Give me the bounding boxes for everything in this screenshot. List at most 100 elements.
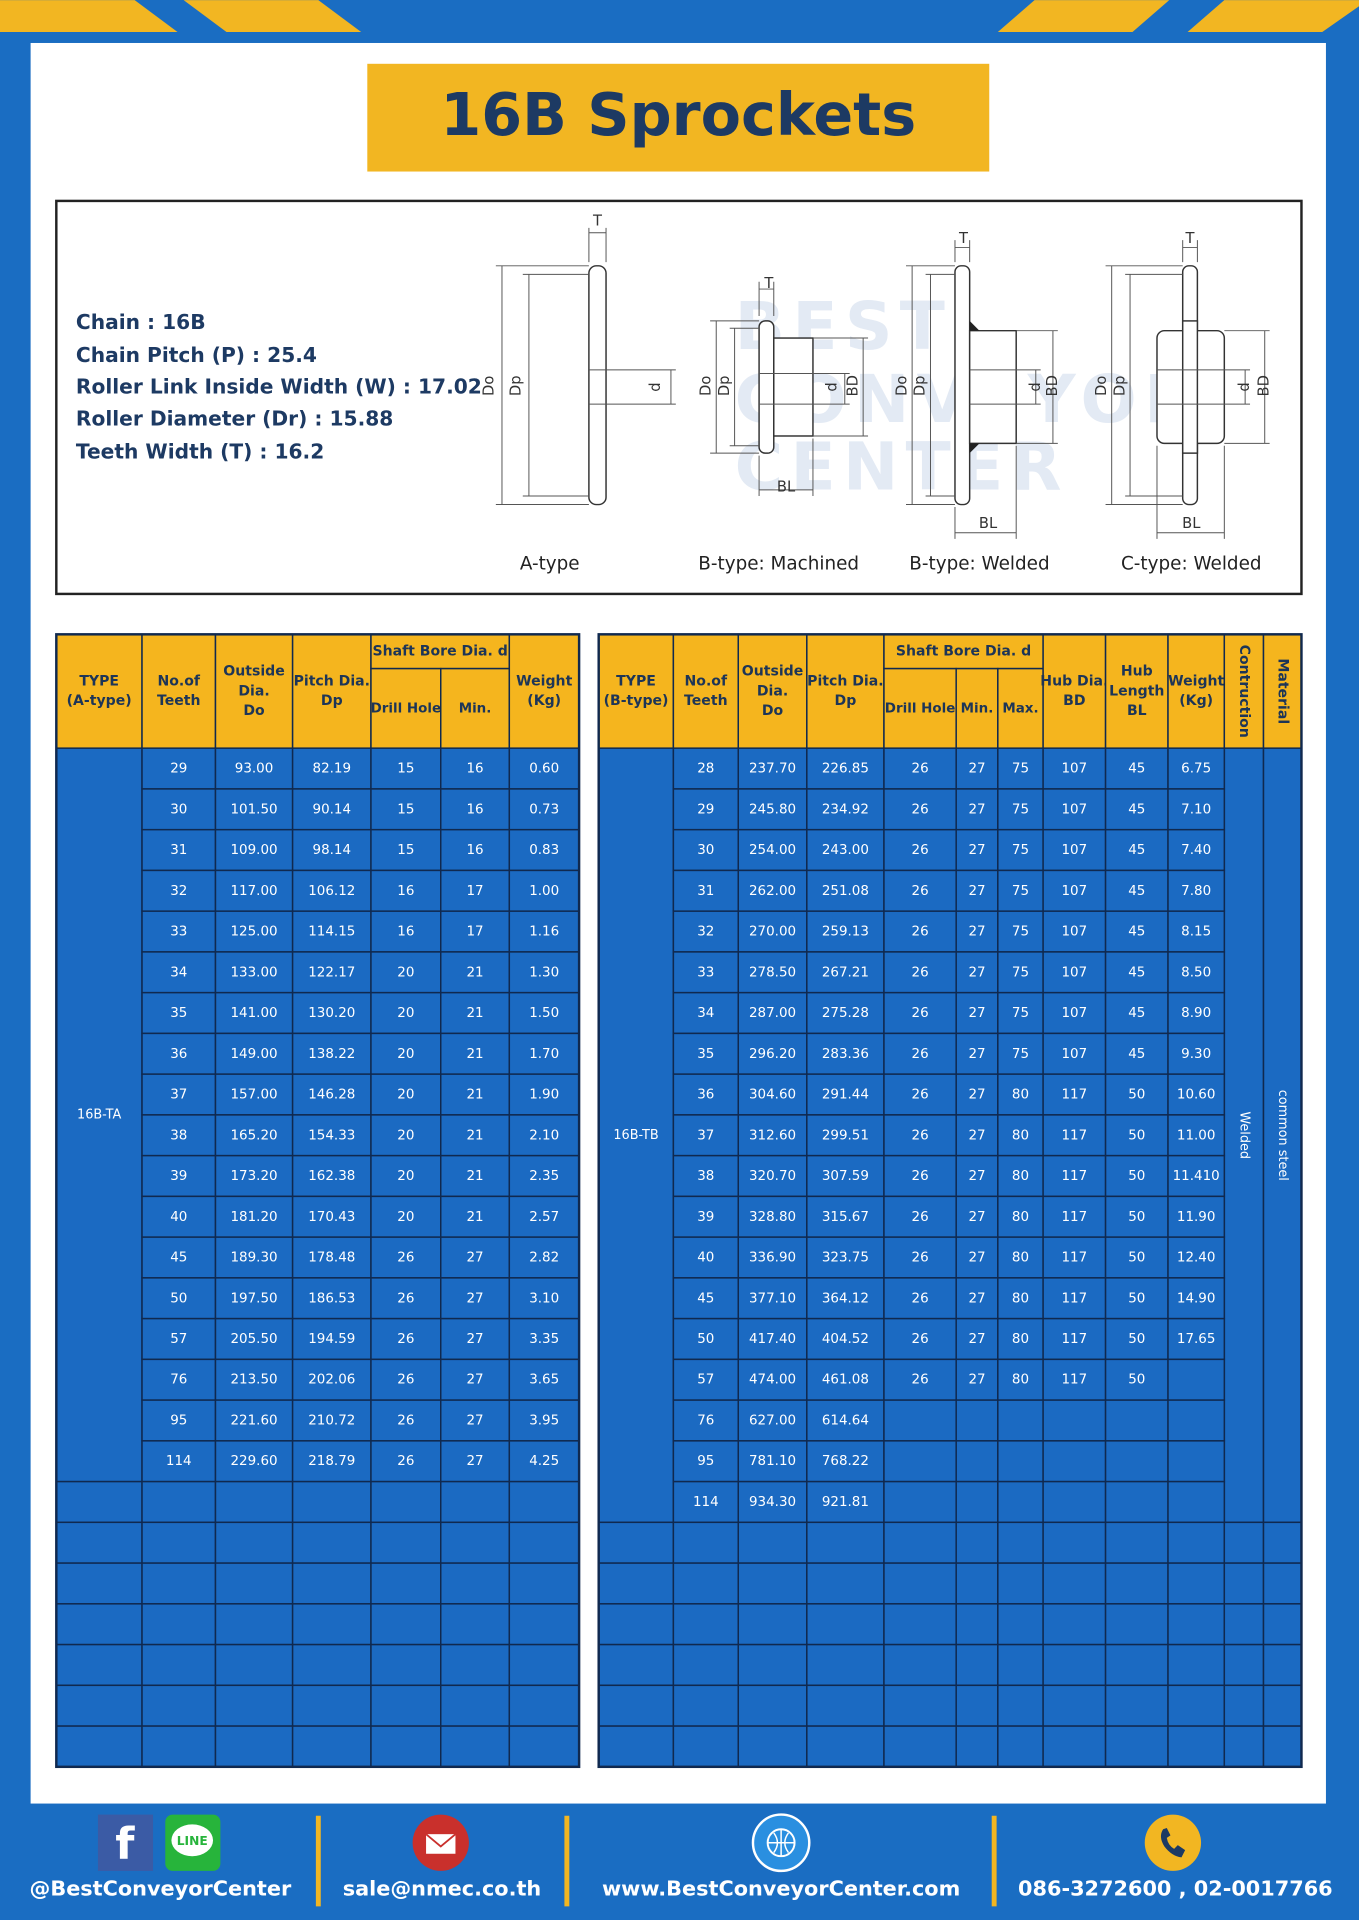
plate-core bbox=[1181, 320, 1199, 454]
table-value: 80 bbox=[1012, 1210, 1029, 1225]
table-value: 278.50 bbox=[749, 965, 796, 980]
table-cell bbox=[997, 1236, 1044, 1279]
table-value: 80 bbox=[1012, 1332, 1029, 1347]
table-value: 39 bbox=[170, 1169, 187, 1184]
table-cell bbox=[883, 1114, 957, 1157]
table-value: 106.12 bbox=[308, 884, 355, 899]
table-cell bbox=[1262, 747, 1303, 1524]
table-cell bbox=[1167, 1317, 1226, 1361]
table-cell bbox=[508, 828, 580, 872]
table-cell bbox=[806, 633, 885, 749]
table-cell bbox=[1223, 747, 1265, 1524]
table-cell bbox=[806, 1073, 885, 1116]
table-cell bbox=[1167, 1562, 1226, 1605]
table-cell bbox=[55, 1684, 143, 1727]
table-value: 107 bbox=[1062, 802, 1088, 817]
table-value: 75 bbox=[1012, 843, 1029, 858]
table-cell bbox=[1167, 1440, 1226, 1483]
table-cell bbox=[806, 1603, 885, 1646]
table-cell bbox=[1042, 1725, 1107, 1768]
table-value: 377.10 bbox=[749, 1291, 796, 1306]
table-value: 117 bbox=[1062, 1373, 1088, 1388]
table-value: 16 bbox=[466, 802, 483, 817]
table-value: 26 bbox=[912, 884, 929, 899]
table-cell bbox=[1042, 1684, 1107, 1727]
table-value: 26 bbox=[912, 1006, 929, 1021]
table-cell bbox=[508, 1562, 580, 1605]
table-value: 50 bbox=[1128, 1251, 1145, 1266]
table-header: Hub bbox=[1121, 664, 1153, 680]
table-header: Weight bbox=[516, 673, 572, 689]
table-value: 29 bbox=[697, 802, 714, 817]
dimension-lines bbox=[495, 227, 676, 506]
table-cell bbox=[672, 1725, 740, 1768]
table-value: 312.60 bbox=[749, 1128, 796, 1143]
table-cell bbox=[1262, 633, 1303, 749]
table-value: 80 bbox=[1012, 1291, 1029, 1306]
table-cell bbox=[955, 1399, 999, 1442]
table-value: 149.00 bbox=[231, 1047, 278, 1062]
table-header: BD bbox=[1063, 693, 1085, 709]
table-cell bbox=[737, 1480, 808, 1524]
table-cell bbox=[508, 788, 580, 831]
table-cell bbox=[508, 1277, 580, 1320]
table-cell bbox=[672, 1317, 740, 1361]
table-value: 107 bbox=[1062, 843, 1088, 858]
table-cell bbox=[370, 667, 442, 749]
table-header: (Kg) bbox=[1179, 693, 1213, 709]
table-cell bbox=[508, 1032, 580, 1075]
table-cell bbox=[1262, 1684, 1303, 1727]
table-value: 50 bbox=[170, 1291, 187, 1306]
table-value: 117 bbox=[1062, 1169, 1088, 1184]
table-cell bbox=[508, 1480, 580, 1524]
table-value: 10.60 bbox=[1177, 1088, 1216, 1103]
table-cell bbox=[1104, 1603, 1169, 1646]
table-value: 26 bbox=[397, 1332, 414, 1347]
table-value: 3.35 bbox=[529, 1332, 559, 1347]
table-cell bbox=[672, 869, 740, 912]
tables: TYPE (A-type) No.of Teeth Outside Dia. Do Pitch… bbox=[55, 633, 1303, 1769]
table-cell bbox=[737, 788, 808, 831]
table-value: 315.67 bbox=[822, 1210, 869, 1225]
table-cell bbox=[737, 1603, 808, 1646]
table-value: 75 bbox=[1012, 925, 1029, 940]
table-value: 3.10 bbox=[529, 1291, 559, 1306]
dimension-label: Dp bbox=[1111, 375, 1128, 396]
dimension-label: Do bbox=[697, 376, 714, 396]
table-cell bbox=[141, 1725, 217, 1768]
table-value: 27 bbox=[968, 884, 985, 899]
table-value: 26 bbox=[397, 1373, 414, 1388]
table-cell bbox=[597, 1603, 675, 1646]
table-cell bbox=[1167, 1399, 1226, 1442]
table-value: 4.25 bbox=[529, 1454, 559, 1469]
table-value: 2.35 bbox=[529, 1169, 559, 1184]
table-value: 27 bbox=[968, 762, 985, 777]
table-value: 194.59 bbox=[308, 1332, 355, 1347]
table-cell bbox=[1167, 910, 1226, 953]
website: www.BestConveyorCenter.com bbox=[602, 1876, 960, 1900]
table-cell bbox=[141, 869, 217, 912]
table-cell bbox=[370, 1725, 442, 1768]
table-cell bbox=[440, 1236, 511, 1279]
table-value: 26 bbox=[397, 1413, 414, 1428]
dimension-lines bbox=[906, 240, 1058, 539]
table-cell bbox=[141, 1684, 217, 1727]
table-border bbox=[55, 633, 581, 1769]
table-value: 921.81 bbox=[822, 1495, 869, 1510]
table-header: TYPE bbox=[79, 673, 119, 689]
table-value: 3.95 bbox=[529, 1413, 559, 1428]
table-header: No.of bbox=[685, 673, 728, 689]
stripe bbox=[997, 0, 1170, 32]
table-cell bbox=[291, 1195, 372, 1238]
table-cell bbox=[508, 1195, 580, 1238]
table-cell bbox=[597, 633, 675, 749]
dimension-label: BD bbox=[1044, 375, 1061, 396]
table-cell bbox=[291, 1603, 372, 1646]
caption: B-type: Machined bbox=[698, 554, 859, 575]
table-cell bbox=[737, 1032, 808, 1075]
table-cell bbox=[508, 1399, 580, 1442]
table-cell bbox=[440, 1643, 511, 1687]
table-cell bbox=[1167, 747, 1226, 790]
table-cell bbox=[440, 991, 511, 1035]
